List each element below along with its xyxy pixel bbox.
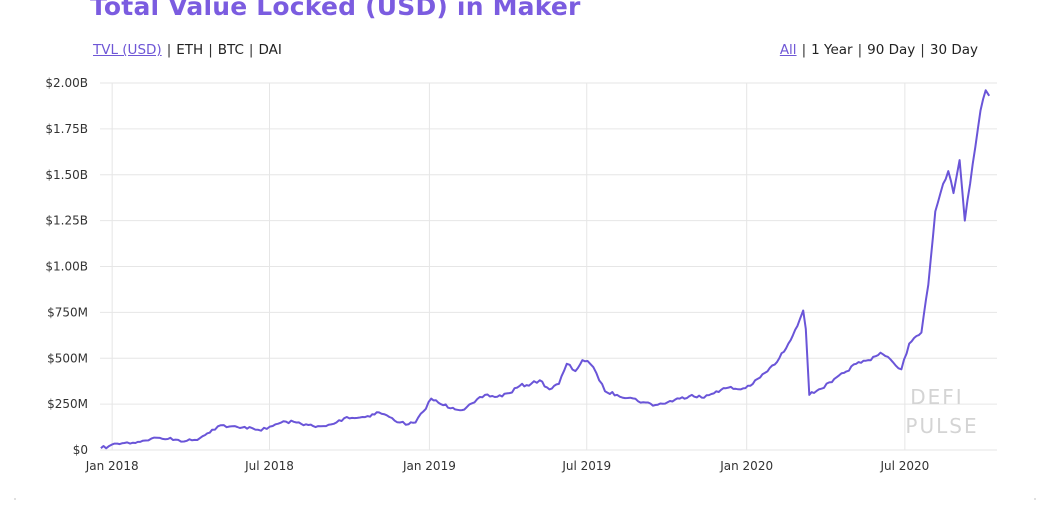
y-tick-label: $750M — [47, 305, 88, 319]
x-tick-label: Jul 2018 — [244, 459, 294, 473]
metric-tabs: TVL (USD) | ETH | BTC | DAI — [93, 42, 282, 58]
grid-lines — [100, 82, 997, 451]
tab-eth[interactable]: ETH — [176, 42, 204, 58]
x-axis-labels: Jan 2018 Jul 2018 Jan 2019 Jul 2019 Jan 2020… — [85, 459, 930, 473]
tvl-series-line — [100, 89, 991, 450]
chart-title: Total Value Locked (USD) in Maker — [90, 0, 581, 21]
tab-separator: | — [801, 42, 807, 58]
watermark-line-1: DEFI — [910, 385, 963, 409]
tab-tvl-usd[interactable]: TVL (USD) — [93, 42, 162, 58]
y-tick-label: $1.00B — [45, 260, 88, 274]
y-tick-label: $500M — [47, 351, 88, 365]
y-tick-label: $250M — [47, 397, 88, 411]
y-tick-label: $1.75B — [45, 122, 88, 136]
tvl-line-chart: $0 $250M $500M $750M $1.00B $1.25B $1.50B $1.75… — [45, 76, 997, 473]
watermark-line-2: PULSE — [905, 414, 978, 438]
y-tick-label: $1.50B — [45, 168, 88, 182]
tab-range-90-day[interactable]: 90 Day — [867, 42, 916, 58]
tab-range-1-year[interactable]: 1 Year — [811, 42, 853, 58]
corner-mark-left — [14, 498, 16, 500]
x-tick-label: Jul 2020 — [879, 459, 929, 473]
tab-range-all[interactable]: All — [779, 42, 797, 58]
tab-dai[interactable]: DAI — [258, 42, 282, 58]
tab-separator: | — [166, 42, 172, 58]
tab-separator: | — [248, 42, 254, 58]
tab-separator: | — [920, 42, 925, 58]
y-tick-label: $0 — [73, 443, 88, 457]
x-tick-label: Jan 2020 — [719, 459, 773, 473]
corner-mark-right — [1034, 498, 1036, 500]
series-layer — [100, 89, 991, 450]
tab-btc[interactable]: BTC — [217, 42, 244, 58]
y-tick-label: $2.00B — [45, 76, 88, 90]
watermark: DEFI PULSE — [905, 385, 978, 438]
x-tick-label: Jul 2019 — [561, 459, 611, 473]
x-tick-label: Jan 2018 — [85, 459, 139, 473]
tab-separator: | — [208, 42, 213, 58]
tab-separator: | — [857, 42, 863, 58]
y-tick-label: $1.25B — [45, 214, 88, 228]
x-tick-label: Jan 2019 — [402, 459, 456, 473]
range-tabs: All | 1 Year | 90 Day | 30 Day — [780, 42, 978, 58]
tab-range-30-day[interactable]: 30 Day — [929, 42, 978, 58]
y-axis-labels: $0 $250M $500M $750M $1.00B $1.25B $1.50B $1.75… — [45, 76, 88, 457]
